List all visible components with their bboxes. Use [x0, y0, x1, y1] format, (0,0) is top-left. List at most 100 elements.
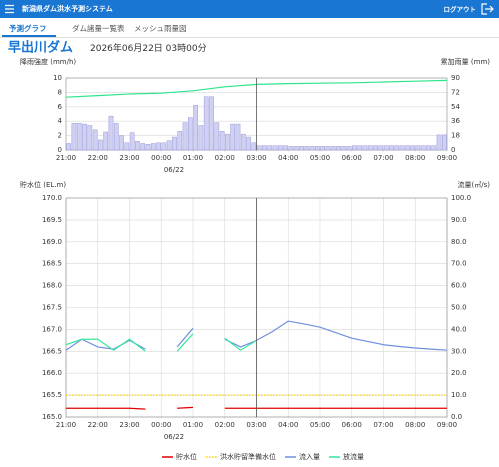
bar [420, 145, 426, 151]
bar [82, 123, 87, 151]
bar [251, 142, 257, 151]
y-tick-label: 4 [58, 117, 63, 125]
bar [98, 139, 103, 151]
x-tick-label: 02:00 [215, 421, 235, 429]
x-tick-label: 21:00 [56, 154, 76, 162]
x-tick-label: 00:00 [151, 154, 171, 162]
bar [357, 145, 363, 151]
datetime: 2026年06月22日 03時00分 [90, 42, 207, 54]
y-tick-label: 8 [58, 88, 62, 96]
bar [240, 133, 246, 151]
menu-button[interactable] [5, 4, 14, 14]
bar [436, 134, 442, 151]
bar [378, 145, 384, 151]
bar [150, 143, 156, 151]
x-tick-label: 06:00 [342, 154, 362, 162]
y-tick-label: 169.0 [42, 238, 62, 246]
y2-tick-label: 36 [451, 117, 460, 125]
bar [293, 146, 299, 151]
tab[interactable]: メッシュ雨量図 [134, 24, 187, 33]
x-tick-label: 23:00 [119, 421, 139, 429]
bar [336, 146, 341, 151]
bar [341, 146, 347, 151]
y-axis-label: 降雨強度 (mm/h) [20, 57, 76, 66]
y2-axis-label: 流量(㎥/s) [458, 180, 491, 189]
y2-tick-label: 50.0 [451, 304, 467, 312]
bar [219, 131, 225, 151]
y-tick-label: 165.5 [42, 391, 62, 399]
x-tick-label: 21:00 [56, 421, 76, 429]
y-tick-label: 167.5 [42, 304, 62, 312]
bar [140, 143, 146, 151]
tab[interactable]: 予測グラフ [9, 23, 47, 33]
x-tick-label: 09:00 [437, 421, 457, 429]
series-line [65, 338, 146, 352]
y2-tick-label: 100.0 [451, 194, 471, 202]
bar [182, 122, 188, 151]
app-title: 新潟県ダム洪水予測システム [22, 4, 113, 13]
bar [441, 134, 447, 151]
bar [277, 145, 283, 151]
x-tick-label: 22:00 [88, 421, 108, 429]
y-tick-label: 166.0 [42, 369, 62, 377]
y2-tick-label: 60.0 [451, 282, 467, 290]
y-axis-label: 貯水位 (EL.m) [20, 180, 66, 189]
logout-button[interactable]: ログアウト [444, 5, 477, 14]
y2-tick-label: 90.0 [451, 216, 467, 224]
bar [119, 135, 124, 151]
bar [76, 123, 82, 151]
y2-tick-label: 0.0 [451, 413, 462, 421]
bar [214, 122, 220, 151]
y-tick-label: 168.0 [42, 282, 62, 290]
x-tick-label: 05:00 [310, 421, 330, 429]
x-tick-label: 07:00 [373, 154, 393, 162]
x-tick-label: 01:00 [183, 154, 203, 162]
series-line [176, 333, 194, 352]
bar [352, 145, 357, 151]
y2-tick-label: 70.0 [451, 260, 467, 268]
bar [177, 131, 183, 151]
series-line [177, 406, 194, 409]
y2-tick-label: 0 [451, 146, 455, 154]
bar [389, 145, 394, 151]
date-label: 06/22 [164, 166, 184, 174]
bar [330, 146, 336, 151]
bar [198, 125, 204, 151]
tab[interactable]: ダム諸量一覧表 [72, 23, 125, 33]
y2-tick-label: 30.0 [451, 347, 467, 355]
y-tick-label: 166.5 [42, 347, 62, 355]
bar [404, 145, 410, 151]
x-tick-label: 07:00 [373, 421, 393, 429]
y2-axis-label: 累加雨量 (mm) [441, 57, 491, 66]
y-tick-label: 10 [53, 74, 62, 82]
bar [71, 123, 77, 151]
bar [87, 125, 93, 151]
bar [172, 136, 177, 151]
series-line [224, 337, 257, 351]
x-tick-label: 00:00 [151, 421, 171, 429]
app-bar [0, 0, 499, 18]
bar [92, 129, 98, 151]
tab-indicator [2, 35, 56, 37]
bar [108, 115, 114, 151]
bar [166, 140, 172, 151]
date-label: 06/22 [164, 433, 184, 441]
bar [193, 105, 199, 151]
x-tick-label: 08:00 [405, 154, 425, 162]
x-tick-label: 03:00 [246, 154, 266, 162]
tab-bar [0, 18, 499, 37]
bar [156, 142, 161, 151]
x-tick-label: 22:00 [88, 154, 108, 162]
x-tick-label: 04:00 [278, 421, 298, 429]
logout-icon[interactable] [481, 3, 494, 15]
bar [262, 145, 267, 151]
legend-label: 放流量 [343, 452, 364, 461]
x-tick-label: 06:00 [342, 421, 362, 429]
bar [256, 145, 262, 151]
bar [426, 145, 431, 151]
bar [272, 145, 278, 151]
legend-label: 洪水貯留準備水位 [220, 452, 276, 461]
bar [246, 136, 251, 151]
y-tick-label: 6 [58, 103, 63, 111]
